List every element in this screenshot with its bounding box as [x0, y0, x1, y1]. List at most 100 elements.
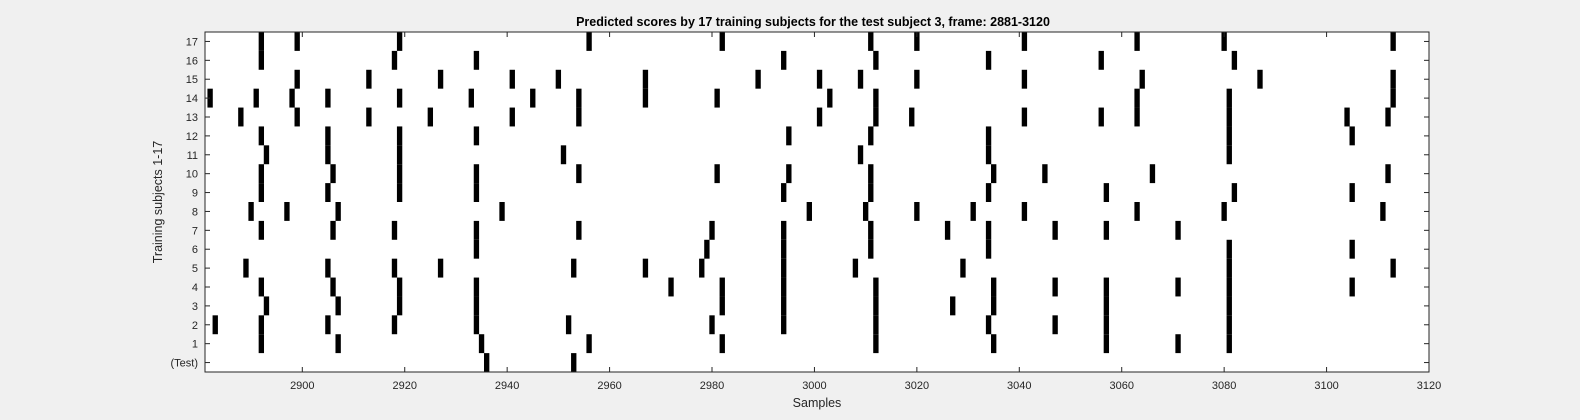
marks-layer	[207, 32, 1396, 372]
score-mark	[719, 277, 725, 297]
score-mark	[1103, 220, 1110, 240]
score-mark	[1390, 69, 1396, 89]
x-tick-label: 2960	[597, 380, 621, 392]
score-mark	[1139, 69, 1145, 89]
score-mark	[263, 296, 270, 316]
score-mark	[258, 277, 265, 297]
score-mark	[1380, 202, 1386, 221]
score-mark	[473, 220, 480, 240]
score-mark	[335, 296, 341, 316]
score-mark	[868, 126, 874, 146]
score-mark	[238, 107, 244, 127]
score-mark	[1098, 50, 1104, 70]
score-mark	[816, 69, 823, 89]
score-mark	[914, 69, 920, 89]
score-mark	[294, 69, 300, 89]
score-mark	[571, 258, 577, 278]
score-mark	[565, 315, 572, 335]
score-mark	[248, 202, 254, 221]
y-tick-label: 14	[186, 93, 198, 105]
score-mark	[873, 315, 879, 335]
score-mark	[1021, 202, 1028, 221]
score-mark	[1231, 50, 1238, 70]
score-mark	[243, 258, 249, 278]
score-mark	[391, 315, 398, 335]
score-mark	[366, 107, 372, 127]
score-mark	[330, 220, 336, 240]
score-mark	[1134, 88, 1140, 108]
score-mark	[873, 107, 879, 127]
y-tick-label: 4	[192, 282, 198, 294]
x-tick-label: 3100	[1314, 380, 1338, 392]
score-mark	[1385, 164, 1391, 184]
score-mark	[781, 277, 787, 297]
y-tick-label: 12	[186, 131, 198, 143]
score-mark	[1175, 220, 1181, 240]
score-mark	[991, 164, 997, 184]
score-mark	[719, 296, 725, 316]
y-tick-label: 11	[187, 150, 198, 162]
score-mark	[1221, 202, 1227, 221]
score-mark	[781, 258, 787, 278]
score-mark	[816, 107, 823, 127]
score-mark	[335, 202, 341, 221]
score-mark	[473, 50, 480, 70]
score-mark	[437, 258, 444, 278]
score-mark	[391, 50, 398, 70]
score-mark	[914, 32, 920, 51]
score-mark	[1257, 69, 1263, 89]
score-mark	[862, 202, 869, 221]
score-mark	[258, 32, 265, 51]
score-mark	[868, 239, 874, 259]
score-mark	[1103, 334, 1110, 354]
score-mark	[719, 32, 725, 51]
score-mark	[1226, 239, 1232, 259]
score-mark	[258, 126, 265, 146]
score-mark	[868, 32, 874, 51]
score-mark	[950, 296, 956, 316]
score-mark	[991, 296, 997, 316]
score-mark	[1349, 239, 1355, 259]
score-mark	[258, 334, 265, 354]
score-mark	[1134, 107, 1140, 127]
score-mark	[473, 239, 480, 259]
score-mark	[473, 126, 480, 146]
score-mark	[786, 126, 792, 146]
score-mark	[852, 258, 859, 278]
x-tick-label: 3060	[1109, 380, 1133, 392]
score-mark	[873, 277, 879, 297]
score-mark	[868, 183, 874, 202]
y-tick-label: 13	[186, 112, 198, 124]
score-mark	[1052, 315, 1058, 335]
score-mark	[781, 239, 787, 259]
score-mark	[781, 220, 787, 240]
score-mark	[473, 296, 480, 316]
score-mark	[873, 88, 879, 108]
score-mark	[396, 145, 403, 165]
score-mark	[755, 69, 761, 89]
score-mark	[781, 296, 787, 316]
y-axis-label: Training subjects 1-17	[151, 141, 165, 264]
y-tick-label: 8	[192, 206, 198, 218]
score-mark	[944, 220, 951, 240]
score-mark	[1021, 107, 1028, 127]
score-mark	[786, 164, 792, 184]
x-tick-label: 2980	[700, 380, 724, 392]
x-axis: 2900 2920 2940 2960 2980 3000 3020 3040 3060 3080…	[290, 32, 1441, 392]
score-mark	[1226, 334, 1232, 354]
score-mark	[253, 88, 259, 108]
score-mark	[1103, 296, 1110, 316]
score-mark	[991, 277, 997, 297]
score-mark	[1226, 315, 1232, 335]
score-mark	[396, 32, 403, 51]
score-mark	[1344, 107, 1350, 127]
score-mark	[258, 164, 265, 184]
score-mark	[827, 88, 833, 108]
score-mark	[985, 126, 992, 146]
score-mark	[207, 88, 213, 108]
x-tick-label: 2940	[495, 380, 519, 392]
score-mark	[396, 88, 403, 108]
score-mark	[642, 88, 649, 108]
